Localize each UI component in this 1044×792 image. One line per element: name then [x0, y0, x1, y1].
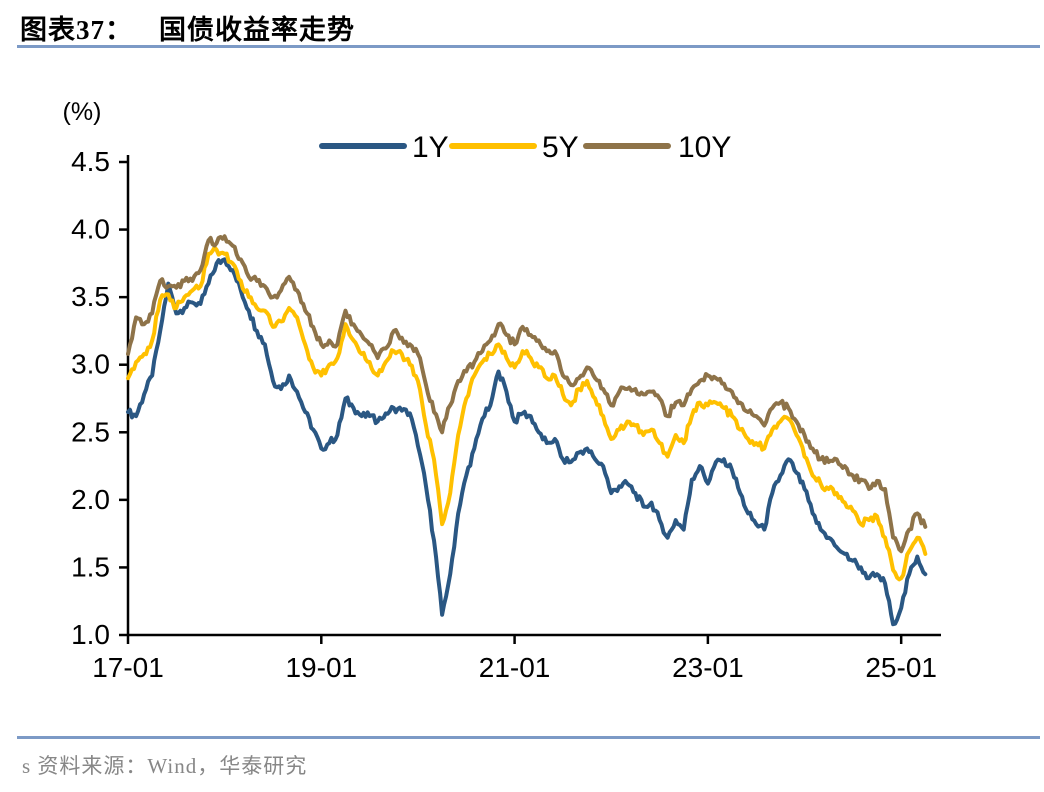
figure-title: 图表37： 国债收益率走势: [20, 8, 1030, 47]
y-axis-unit-label: (%): [63, 98, 102, 126]
y-tick-label: 3.0: [71, 349, 110, 380]
y-tick-label: 3.5: [71, 281, 110, 312]
legend-label-10y: 10Y: [678, 131, 731, 164]
x-tick-label: 17-01: [92, 652, 164, 683]
figure-name: 国债收益率走势: [159, 15, 355, 45]
series-line-5y: [126, 245, 928, 582]
legend-label-5y: 5Y: [542, 131, 579, 164]
x-tick-label: 19-01: [285, 652, 357, 683]
footer-divider: [17, 736, 1040, 739]
series-line-1y: [126, 257, 928, 627]
series-line-10y: [126, 234, 928, 554]
x-tick-label: 21-01: [479, 652, 551, 683]
x-tick-label: 25-01: [865, 652, 937, 683]
legend-label-1y: 1Y: [412, 131, 449, 164]
figure-index-label: 图表37：: [20, 15, 133, 45]
y-tick-label: 1.0: [71, 619, 110, 650]
source-note: s 资料来源：Wind，华泰研究: [22, 754, 308, 778]
y-tick-label: 1.5: [71, 551, 110, 582]
y-tick-label: 4.0: [71, 214, 110, 245]
y-tick-label: 2.0: [71, 484, 110, 515]
x-tick-label: 23-01: [672, 652, 744, 683]
title-divider: [17, 45, 1040, 48]
y-tick-label: 2.5: [71, 416, 110, 447]
y-tick-label: 4.5: [71, 146, 110, 177]
